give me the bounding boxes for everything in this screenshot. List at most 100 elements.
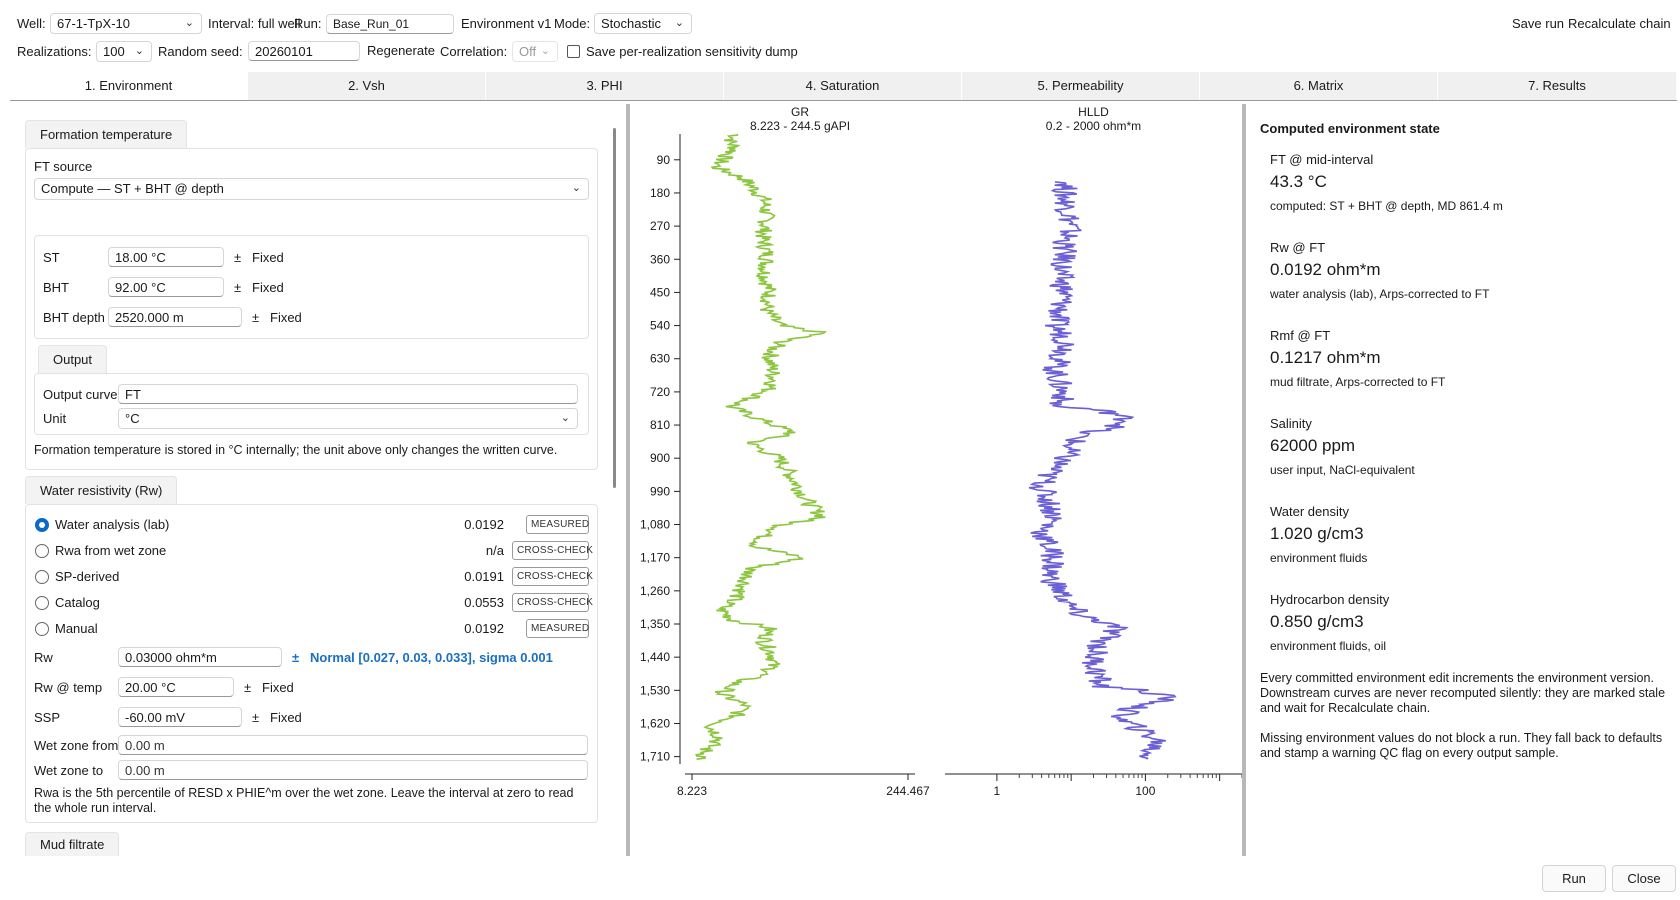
chevron-down-icon: ⌄ [134,45,144,57]
state-water-density-label: Water density [1270,504,1349,519]
bht-depth-distribution[interactable]: Fixed [270,310,302,325]
rw-option-lab-radio[interactable] [35,518,49,532]
tab-saturation[interactable]: 4. Saturation [724,72,962,100]
depth-tick-label: 360 [650,252,670,266]
tab-results[interactable]: 7. Results [1438,72,1677,100]
rw-temp-distribution[interactable]: Fixed [262,680,294,695]
sensitivity-dump-label: Save per-realization sensitivity dump [586,44,798,59]
ssp-plus-minus: ± [252,710,260,725]
rw-option-lab-label[interactable]: Water analysis (lab) [55,517,170,532]
st-plus-minus: ± [234,250,242,265]
rw-option-lab-value: 0.0192 [464,517,504,532]
regenerate-button[interactable]: Regenerate [367,43,435,58]
bht-distribution[interactable]: Fixed [252,280,284,295]
chart-splitter[interactable] [1242,104,1246,856]
depth-tick-label: 1,080 [640,518,670,532]
tab-permeability[interactable]: 5. Permeability [962,72,1200,100]
state-rw-label: Rw @ FT [1270,240,1326,255]
sensitivity-dump-checkbox[interactable] [567,45,580,58]
x-tick-label: 1 [994,784,1001,798]
left-panel-scrollbar[interactable] [613,128,616,488]
depth-tick-label: 90 [657,153,671,167]
depth-tick-label: 1,440 [640,650,670,664]
correlation-select[interactable]: Off ⌄ [512,41,558,62]
depth-tick-label: 720 [650,385,670,399]
cross-check-badge: CROSS-CHECK [512,593,593,612]
mode-label: Mode: [554,16,591,31]
rw-option-sp-label[interactable]: SP-derived [55,569,120,584]
wet-zone-to-input[interactable]: 0.00 m [118,760,588,780]
x-tick-label: 244.467 [886,784,930,798]
panel-splitter[interactable] [626,104,630,856]
bht-plus-minus: ± [234,280,242,295]
correlation-value: Off [519,44,537,59]
rw-label: Rw [34,650,53,665]
measured-badge: MEASURED [526,619,589,638]
depth-tick-label: 990 [650,484,670,498]
rw-option-catalog-value: 0.0553 [464,595,504,610]
track-range-hlld: 0.2 - 2000 ohm*m [1046,119,1141,133]
depth-tick-label: 540 [650,319,670,333]
st-input[interactable]: 18.00 °C [108,247,224,267]
state-ft-label: FT @ mid-interval [1270,152,1374,167]
water-resistivity-title: Water resistivity (Rw) [25,476,178,504]
tab-matrix[interactable]: 6. Matrix [1200,72,1438,100]
wet-zone-from-input[interactable]: 0.00 m [118,735,588,755]
depth-tick-label: 1,620 [640,716,670,730]
st-distribution[interactable]: Fixed [252,250,284,265]
state-rw-value: 0.0192 ohm*m [1270,260,1381,279]
run-button[interactable]: Run [1542,865,1606,892]
ssp-distribution[interactable]: Fixed [270,710,302,725]
state-water-density-value: 1.020 g/cm3 [1270,524,1364,543]
run-name-input[interactable]: Base_Run_01 [326,14,454,34]
state-rmf-label: Rmf @ FT [1270,328,1331,343]
chevron-down-icon: ⌄ [560,412,570,424]
environment-version-label: Environment v1 [461,16,552,31]
rw-option-manual-label[interactable]: Manual [55,621,98,636]
rw-option-manual-radio[interactable] [35,622,49,636]
track-range-gr: 8.223 - 244.5 gAPI [750,119,850,133]
rw-option-sp-value: 0.0191 [464,569,504,584]
output-curve-input[interactable]: FT [118,384,578,404]
tab-vsh[interactable]: 2. Vsh [248,72,486,100]
random-seed-input[interactable]: 20260101 [248,41,360,61]
state-hc-density-label: Hydrocarbon density [1270,592,1390,607]
depth-tick-label: 1,170 [640,551,670,565]
rw-distribution[interactable]: Normal [0.027, 0.03, 0.033], sigma 0.001 [310,650,553,665]
bht-depth-input[interactable]: 2520.000 m [108,307,242,327]
rw-option-catalog-radio[interactable] [35,596,49,610]
state-salinity-label: Salinity [1270,416,1312,431]
depth-tick-label: 180 [650,186,670,200]
rw-option-catalog-label[interactable]: Catalog [55,595,100,610]
rw-option-rwa-label[interactable]: Rwa from wet zone [55,543,167,558]
realizations-select[interactable]: 100 ⌄ [96,41,152,62]
depth-tick-label: 1,260 [640,584,670,598]
tab-environment[interactable]: 1. Environment [10,72,248,100]
cross-check-badge: CROSS-CHECK [512,567,593,586]
save-run-button[interactable]: Save run [1512,16,1565,31]
bht-depth-label: BHT depth [43,310,105,325]
rw-input[interactable]: 0.03000 ohm*m [118,647,282,667]
unit-select[interactable]: °C ⌄ [118,408,578,429]
ft-source-select[interactable]: Compute — ST + BHT @ depth ⌄ [34,178,589,200]
interval-label: Interval: full well [208,16,301,31]
mode-select[interactable]: Stochastic ⌄ [594,13,692,34]
ssp-input[interactable]: -60.00 mV [118,707,242,727]
close-button[interactable]: Close [1612,865,1676,892]
tab-phi[interactable]: 3. PHI [486,72,724,100]
rw-option-rwa-value: n/a [485,543,504,558]
well-select[interactable]: 67-1-TpX-10 ⌄ [50,13,202,34]
run-label: Run: [294,16,322,31]
state-rmf-value: 0.1217 ohm*m [1270,348,1381,367]
bht-input[interactable]: 92.00 °C [108,277,224,297]
output-title: Output [38,345,108,373]
chevron-down-icon: ⌄ [540,45,550,57]
recalculate-chain-button[interactable]: Recalculate chain [1568,16,1671,31]
rw-option-sp-radio[interactable] [35,570,49,584]
x-tick-label: 8.223 [677,784,707,798]
cross-check-badge: CROSS-CHECK [512,541,593,560]
depth-tick-label: 1,710 [640,750,670,764]
rw-option-rwa-radio[interactable] [35,544,49,558]
random-seed-label: Random seed: [158,44,243,59]
rw-temp-input[interactable]: 20.00 °C [118,677,234,697]
